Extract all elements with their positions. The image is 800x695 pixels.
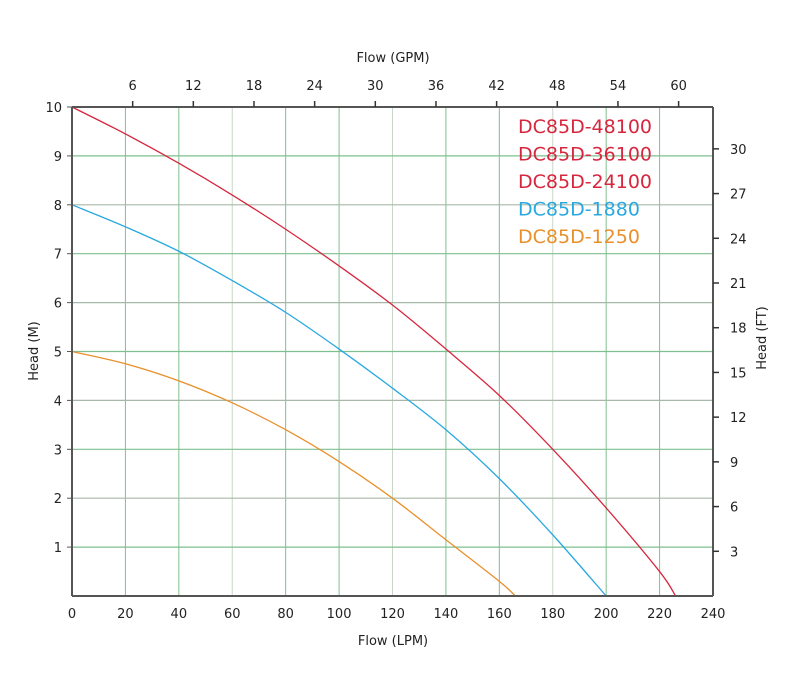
- y2-tick-label: 24: [730, 232, 747, 247]
- y2-tick-label: 27: [730, 188, 747, 203]
- x-tick-label: 100: [327, 607, 352, 622]
- x-tick-label: 240: [701, 607, 726, 622]
- x2-tick-label: 36: [428, 79, 445, 94]
- legend-entry: DC85D-48100: [518, 116, 652, 138]
- y-tick-label: 2: [54, 492, 62, 507]
- x2-tick-label: 42: [488, 79, 505, 94]
- legend: DC85D-48100 DC85D-36100 DC85D-24100 DC85D-1…: [518, 116, 652, 248]
- y2-tick-label: 18: [730, 322, 747, 337]
- x-axis-label: Flow (LPM): [358, 634, 428, 649]
- legend-entry: DC85D-36100: [518, 144, 652, 166]
- y-tick-label: 4: [54, 394, 62, 409]
- y2-tick-label: 15: [730, 366, 747, 381]
- x-tick-label: 60: [224, 607, 241, 622]
- y-axis-label: Head (M): [27, 321, 42, 380]
- x-tick-label: 40: [171, 607, 188, 622]
- y-tick-label: 8: [54, 199, 62, 214]
- x-tick-label: 160: [487, 607, 512, 622]
- x-tick-label: 200: [594, 607, 619, 622]
- x-tick-label: 80: [277, 607, 294, 622]
- x2-tick-label: 48: [549, 79, 566, 94]
- x2-tick-label: 60: [670, 79, 687, 94]
- series-line-0: [71, 106, 677, 597]
- x2-tick-label: 54: [610, 79, 627, 94]
- y2-tick-label: 21: [730, 277, 747, 292]
- x-tick-label: 120: [380, 607, 405, 622]
- y2-tick-label: 3: [730, 545, 738, 560]
- y2-axis-label: Head (FT): [755, 306, 770, 369]
- y2-tick-label: 9: [730, 456, 738, 471]
- x-tick-label: 20: [117, 607, 134, 622]
- y-tick-label: 9: [54, 150, 62, 165]
- x-tick-label: 140: [434, 607, 459, 622]
- legend-entry: DC85D-1250: [518, 226, 640, 248]
- x2-tick-label: 18: [246, 79, 263, 94]
- y-tick-label: 6: [54, 297, 62, 312]
- y-tick-label: 5: [54, 346, 62, 361]
- x2-tick-label: 6: [129, 79, 137, 94]
- y2-tick-label: 30: [730, 143, 747, 158]
- y-tick-label: 10: [45, 101, 62, 116]
- legend-entry: DC85D-24100: [518, 171, 652, 193]
- x2-tick-label: 12: [185, 79, 202, 94]
- y-tick-label: 3: [54, 443, 62, 458]
- axes: 0 20 40 60 80 100 120 140 160 180 200 220 2401234567…: [45, 79, 746, 622]
- y-tick-label: 7: [54, 248, 62, 263]
- x2-tick-label: 24: [306, 79, 323, 94]
- series-line-1: [71, 204, 607, 597]
- x-tick-label: 220: [647, 607, 672, 622]
- x-tick-label: 180: [540, 607, 565, 622]
- x-tick-label: 0: [68, 607, 76, 622]
- y2-tick-label: 12: [730, 411, 747, 426]
- x2-tick-label: 30: [367, 79, 384, 94]
- y-tick-label: 1: [54, 541, 62, 556]
- legend-entry: DC85D-1880: [518, 199, 640, 221]
- y2-tick-label: 6: [730, 501, 738, 516]
- series-line-2: [71, 350, 516, 597]
- x2-axis-label: Flow (GPM): [356, 51, 429, 66]
- series-lines: [71, 106, 677, 597]
